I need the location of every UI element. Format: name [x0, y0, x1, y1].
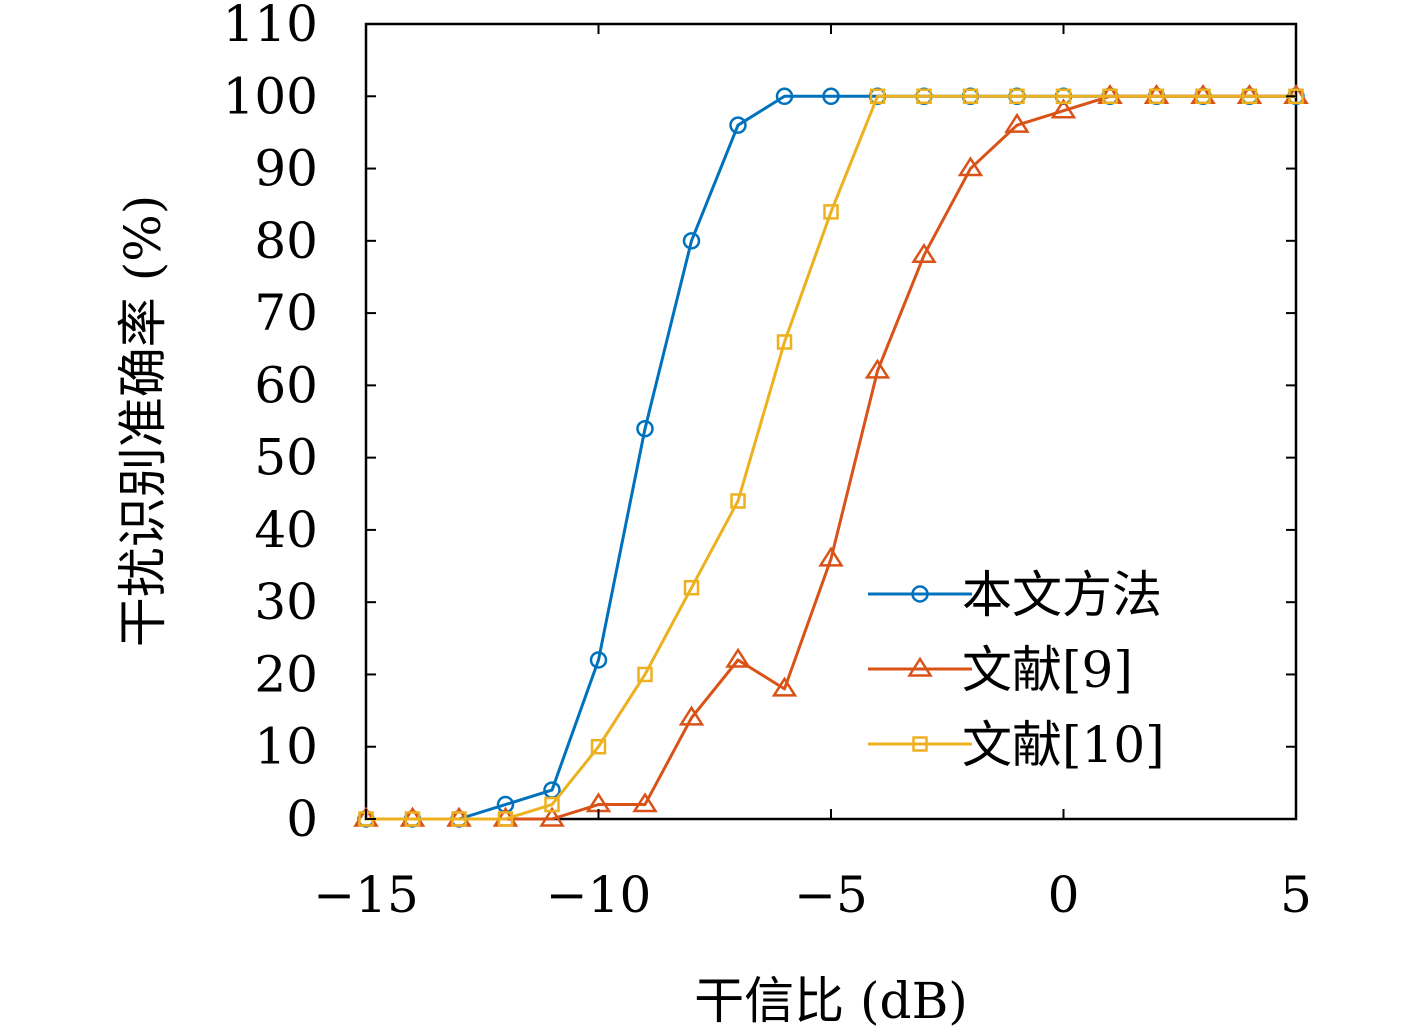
x-tick-label: 0: [1048, 866, 1080, 924]
y-tick-label: 30: [254, 573, 318, 631]
data-point: [497, 811, 514, 827]
data-point: [823, 204, 839, 220]
data-point: [730, 493, 746, 509]
data-point: [1195, 88, 1211, 105]
data-point: [864, 358, 891, 379]
y-tick-label: 100: [223, 67, 318, 125]
y-tick-label: 110: [223, 0, 318, 53]
y-tick-label: 90: [254, 140, 318, 198]
legend-label: 文献[10]: [962, 716, 1165, 774]
data-point: [916, 88, 932, 105]
y-tick-label: 40: [254, 501, 318, 559]
series-layer: [353, 83, 1309, 828]
data-point: [683, 579, 700, 596]
data-point: [957, 156, 984, 177]
data-point: [1009, 88, 1025, 105]
data-point: [1055, 88, 1072, 105]
data-point: [1050, 98, 1077, 119]
data-point: [1102, 88, 1118, 105]
data-point: [869, 88, 886, 105]
series-line: [366, 94, 1296, 821]
legend-marker: [907, 656, 933, 677]
legend-item: 文献[9]: [868, 641, 1133, 699]
y-tick-label: 10: [254, 718, 318, 776]
y-tick-label: 80: [254, 212, 318, 270]
data-point: [771, 676, 798, 697]
legend-item: 本文方法: [868, 566, 1162, 624]
legend-label: 本文方法: [962, 566, 1162, 624]
legend-marker: [911, 585, 929, 603]
data-point: [632, 792, 658, 813]
data-point: [729, 116, 747, 134]
data-point: [818, 546, 844, 567]
data-point: [637, 666, 653, 683]
data-point: [911, 242, 937, 264]
y-tick-label: 0: [286, 790, 318, 848]
data-point: [589, 651, 608, 669]
data-point: [404, 811, 421, 827]
data-point: [636, 419, 654, 438]
data-point: [539, 806, 565, 827]
x-axis-label: 干信比 (dB): [694, 972, 968, 1030]
data-point: [590, 738, 607, 755]
x-tick-label: −10: [546, 866, 652, 924]
data-point: [1004, 112, 1030, 133]
data-point: [1148, 88, 1165, 105]
legend-marker: [912, 736, 928, 752]
x-tick-label: −5: [794, 866, 868, 924]
y-axis-label: 干扰识别准确率 (%): [114, 195, 172, 647]
y-tick-label: 70: [254, 284, 318, 342]
legend-item: 文献[10]: [868, 716, 1165, 774]
legend-label: 文献[9]: [962, 641, 1133, 699]
data-point: [544, 796, 560, 813]
y-tick-label: 60: [254, 356, 318, 414]
data-point: [678, 705, 705, 726]
data-point: [725, 647, 751, 668]
x-tick-label: −15: [313, 866, 419, 924]
data-point: [962, 88, 979, 105]
data-point: [451, 811, 467, 827]
data-point: [775, 87, 794, 106]
x-tick-label: 5: [1280, 866, 1312, 924]
data-point: [776, 334, 793, 350]
y-tick-label: 20: [254, 645, 318, 703]
y-tick-label: 50: [254, 429, 318, 487]
data-point: [1241, 88, 1258, 105]
data-point: [822, 87, 840, 106]
data-point: [682, 232, 701, 250]
series-3: [358, 88, 1304, 827]
plot-area: [364, 22, 1298, 821]
